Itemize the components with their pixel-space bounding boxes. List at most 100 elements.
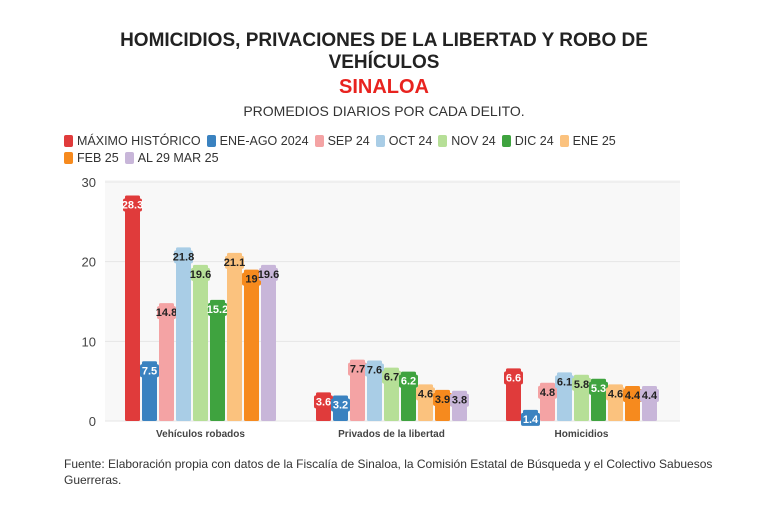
chart-title: HOMICIDIOS, PRIVACIONES DE LA LIBERTAD Y… [120,30,648,51]
bar [210,299,225,421]
data-label-bg [225,255,244,269]
source-note: Fuente: Elaboración propia con datos de … [64,457,713,487]
data-label: 5.8 [574,379,589,391]
data-label-bg [140,364,159,378]
data-label: 6.7 [384,372,399,384]
data-label: 7.6 [367,364,382,376]
x-tick-label: Homicidios [555,429,609,440]
data-label: 19.6 [190,269,211,281]
legend-item: AL 29 MAR 25 [124,150,219,166]
data-label: 6.1 [557,376,572,388]
data-label-bg [382,370,401,384]
legend-swatch [501,135,511,147]
data-label: 5.3 [591,383,606,395]
data-label-bg [589,381,608,395]
legend-item: DIC 24 [501,133,554,149]
data-label-bg [640,388,659,402]
legend-item: SEP 24 [314,133,370,149]
data-label-bg [623,388,642,402]
bar [261,264,276,421]
data-label: 21.8 [173,251,194,263]
data-label-bg [314,395,333,409]
data-label-bg [157,306,176,320]
data-label-bg [572,377,591,391]
x-tick-label: Privados de la libertad [338,429,445,440]
data-label: 4.4 [642,390,658,402]
data-label: 3.8 [452,395,467,407]
legend-swatch [559,135,569,147]
data-label: 4.6 [608,388,623,400]
data-label-bg [365,363,384,377]
data-label: 4.6 [418,388,433,400]
data-label-bg [521,412,540,426]
data-label: 19.6 [258,269,279,281]
y-tick-label: 0 [89,414,96,429]
data-label-bg [504,371,523,385]
bar [227,252,242,421]
data-label: 28.3 [122,200,143,212]
legend-item: ENE-AGO 2024 [206,133,309,149]
data-label-bg [606,387,625,401]
legend-label: SEP 24 [327,134,370,148]
data-label: 6.6 [506,372,521,384]
data-label: 19 [245,274,257,286]
legend-label: NOV 24 [451,134,496,148]
y-tick-label: 20 [82,255,96,270]
x-tick-label: Vehículos robados [156,429,245,440]
data-label-bg [174,250,193,264]
legend-swatch [124,152,134,164]
legend: MÁXIMO HISTÓRICO ENE-AGO 2024 SEP 24 OCT 24… [64,133,664,167]
bar [244,269,259,421]
legend-swatch [206,135,216,147]
legend-item: ENE 25 [559,133,616,149]
data-label: 21.1 [224,257,245,269]
data-label: 7.5 [142,365,157,377]
data-label: 4.4 [625,390,641,402]
data-label-bg [399,374,418,388]
data-label-bg [538,385,557,399]
chart-region: SINALOA [339,76,429,98]
data-label-bg [433,392,452,406]
bar [125,195,140,421]
y-tick-label: 10 [82,334,96,349]
bar [176,247,191,421]
legend-label: OCT 24 [388,134,433,148]
legend-item: OCT 24 [375,133,433,149]
legend-label: ENE 25 [572,134,616,148]
chart-subtitle: PROMEDIOS DIARIOS POR CADA DELITO. [243,103,525,119]
legend-swatch [438,135,448,147]
bar [159,303,174,421]
data-label: 3.6 [316,396,331,408]
legend-swatch [314,135,324,147]
legend-swatch [64,152,73,164]
data-label-bg [555,375,574,389]
legend-swatch [64,135,73,147]
bar [193,264,208,421]
legend-item: MÁXIMO HISTÓRICO [64,133,201,149]
data-label-bg [242,272,261,286]
legend-label: ENE-AGO 2024 [219,134,309,148]
data-label-bg [331,398,350,412]
legend-item: NOV 24 [438,133,496,149]
chart-title-line2: VEHÍCULOS [328,52,440,73]
data-label: 7.7 [350,364,365,376]
data-label: 3.9 [435,394,450,406]
data-label: 3.2 [333,400,348,412]
data-label-bg [191,267,210,281]
legend-swatch [375,135,385,147]
data-label: 1.4 [523,414,539,426]
data-label: 4.8 [540,387,555,399]
data-label-bg [450,393,469,407]
legend-label: DIC 24 [514,134,554,148]
legend-label: AL 29 MAR 25 [137,151,219,165]
data-label-bg [123,198,142,212]
data-label: 14.8 [156,307,177,319]
legend-label: FEB 25 [77,151,119,165]
legend-item: FEB 25 [64,150,119,166]
data-label: 15.2 [207,304,228,316]
data-label: 6.2 [401,376,416,388]
data-label-bg [259,267,278,281]
data-label-bg [208,302,227,316]
